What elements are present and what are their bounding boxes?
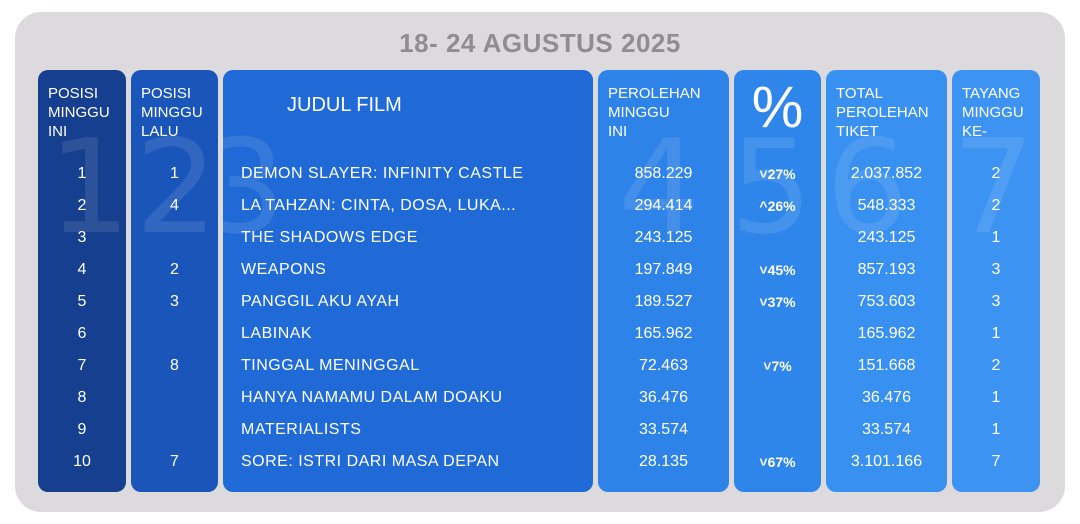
page-title: 18- 24 AGUSTUS 2025 (399, 28, 681, 58)
cell-rank: 10 (73, 453, 91, 470)
cell-rank: 5 (77, 293, 87, 310)
cell-film: HANYA NAMAMU DALAM DOAKU (241, 389, 503, 406)
cell-pct: ˅67% (759, 454, 796, 470)
cell-pct (734, 414, 821, 446)
cell-weeks: 3 (991, 261, 1001, 278)
column-film: 3 JUDUL FILM DEMON SLAYER: INFINITY CASTLE… (223, 70, 593, 492)
header-weekly: PEROLEHAN MINGGU INI (608, 85, 701, 140)
cell-total: 2.037.852 (850, 165, 923, 182)
cell-weeks: 3 (991, 293, 1001, 310)
cell-last (131, 382, 218, 414)
column-pct: 5% ˅27% ^26% ˅45% ˅37% ˅7% ˅67% (734, 70, 821, 492)
cell-film: WEAPONS (241, 261, 327, 278)
cell-last: 4 (170, 197, 179, 214)
cell-weekly: 294.414 (634, 197, 693, 214)
column-rank: 1 POSISI MINGGU INI 1 2 3 4 5 6 7 8 9 10 (38, 70, 126, 492)
cell-total: 548.333 (857, 197, 916, 214)
cell-last (131, 414, 218, 446)
cell-weeks: 2 (991, 197, 1001, 214)
cell-weekly: 243.125 (634, 229, 693, 246)
cell-weeks: 1 (991, 389, 1001, 406)
cell-last (131, 222, 218, 254)
cell-weekly: 72.463 (639, 357, 688, 374)
cell-rank: 1 (77, 165, 87, 182)
cell-weeks: 2 (991, 357, 1001, 374)
cell-pct: ˅27% (759, 166, 796, 182)
cell-rank: 4 (77, 261, 87, 278)
cell-film: TINGGAL MENINGGAL (241, 357, 420, 374)
cell-weekly: 33.574 (639, 421, 688, 438)
cell-film: SORE: ISTRI DARI MASA DEPAN (241, 453, 500, 470)
cell-rank: 8 (77, 389, 87, 406)
cell-pct: ^26% (759, 198, 796, 214)
cell-last: 3 (170, 293, 179, 310)
cell-total: 151.668 (857, 357, 916, 374)
header-film: JUDUL FILM (287, 94, 402, 116)
cell-rank: 2 (77, 197, 87, 214)
cell-pct (734, 222, 821, 254)
cell-last: 8 (170, 357, 179, 374)
cell-rank: 9 (77, 421, 87, 438)
cell-film: PANGGIL AKU AYAH (241, 293, 400, 310)
cell-weeks: 2 (991, 165, 1001, 182)
cell-last: 2 (170, 261, 179, 278)
column-total: 6 TOTAL PEROLEHAN TIKET 2.037.852 548.333 24… (826, 70, 947, 492)
cell-weeks: 7 (991, 453, 1001, 470)
cell-pct: ˅7% (763, 358, 792, 374)
cell-weekly: 36.476 (639, 389, 688, 406)
header-weeks: TAYANG MINGGU KE- (962, 85, 1024, 140)
cell-total: 3.101.166 (850, 453, 923, 470)
cell-film: LABINAK (241, 325, 313, 342)
header-total: TOTAL PEROLEHAN TIKET (836, 85, 929, 140)
cell-weekly: 28.135 (639, 453, 688, 470)
cell-last (131, 318, 218, 350)
cell-film: LA TAHZAN: CINTA, DOSA, LUKA... (241, 197, 517, 214)
cell-weeks: 1 (991, 421, 1001, 438)
cell-total: 36.476 (862, 389, 911, 406)
cell-weekly: 189.527 (634, 293, 693, 310)
cell-pct: ˅45% (759, 262, 796, 278)
cell-film: THE SHADOWS EDGE (241, 229, 418, 246)
cell-pct (734, 318, 821, 350)
cell-weekly: 197.849 (634, 261, 693, 278)
cell-rank: 6 (77, 325, 87, 342)
cell-weekly: 858.229 (634, 165, 693, 182)
cell-last: 7 (170, 453, 179, 470)
cell-pct: ˅37% (759, 294, 796, 310)
cell-total: 165.962 (857, 325, 916, 342)
cell-rank: 7 (77, 357, 87, 374)
column-last: 2 POSISI MINGGU LALU 1 4 2 3 8 7 (131, 70, 218, 492)
cell-last: 1 (170, 165, 179, 182)
cell-total: 857.193 (857, 261, 916, 278)
cell-weekly: 165.962 (634, 325, 693, 342)
header-last: POSISI MINGGU LALU (141, 85, 203, 140)
cell-total: 33.574 (862, 421, 911, 438)
cell-weeks: 1 (991, 325, 1001, 342)
cell-pct (734, 382, 821, 414)
column-weeks: 7 TAYANG MINGGU KE- 2 2 1 3 3 1 2 1 1 7 (952, 70, 1040, 492)
header-rank: POSISI MINGGU INI (48, 85, 110, 140)
cell-film: DEMON SLAYER: INFINITY CASTLE (241, 165, 524, 182)
cell-total: 243.125 (857, 229, 916, 246)
cell-total: 753.603 (857, 293, 916, 310)
cell-film: MATERIALISTS (241, 421, 362, 438)
header-pct: % (751, 75, 804, 140)
cell-weeks: 1 (991, 229, 1001, 246)
column-weekly: 4 PEROLEHAN MINGGU INI 858.229 294.414 243.1… (598, 70, 729, 492)
cell-rank: 3 (77, 229, 87, 246)
